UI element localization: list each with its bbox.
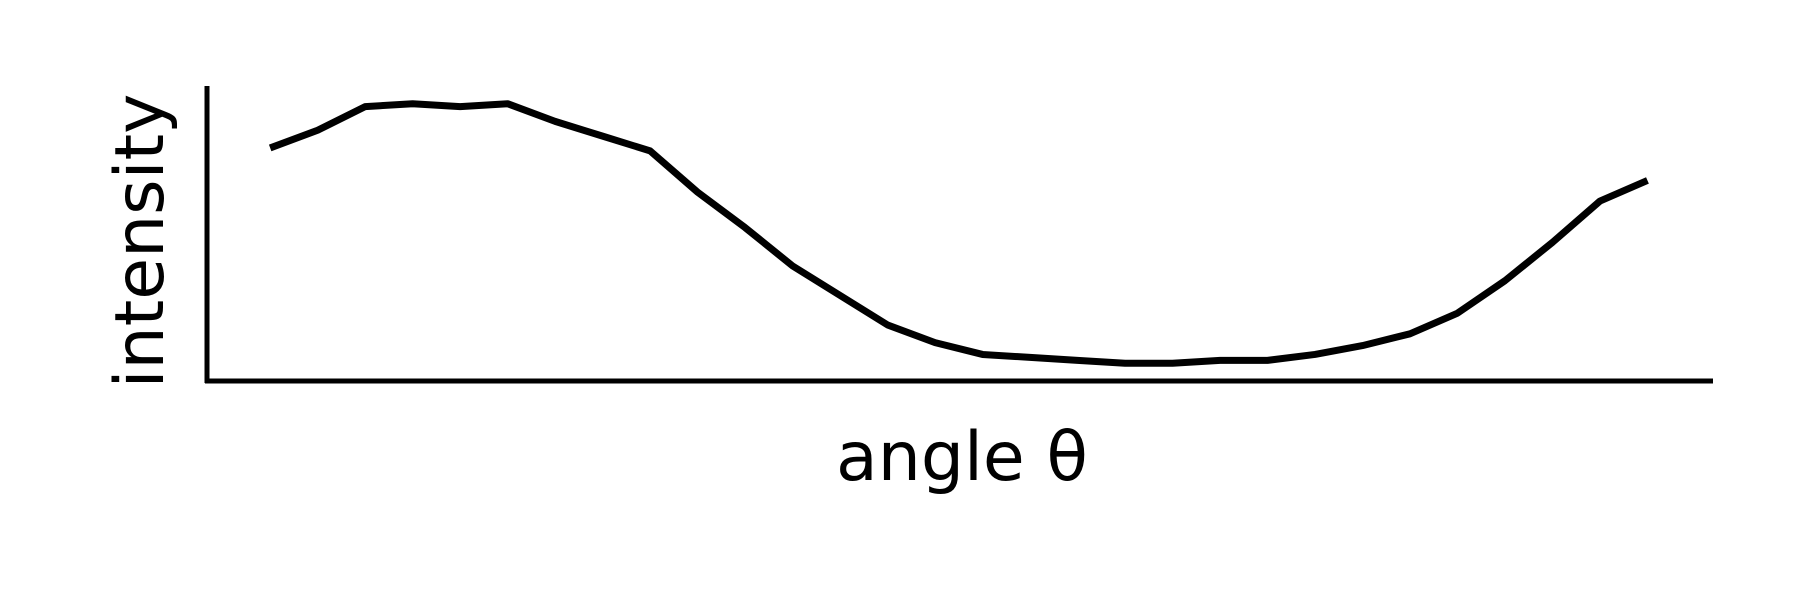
data-line: [268, 100, 1649, 367]
x-axis-label: angle θ: [836, 418, 1088, 497]
y-axis-label: intensity: [101, 94, 180, 389]
